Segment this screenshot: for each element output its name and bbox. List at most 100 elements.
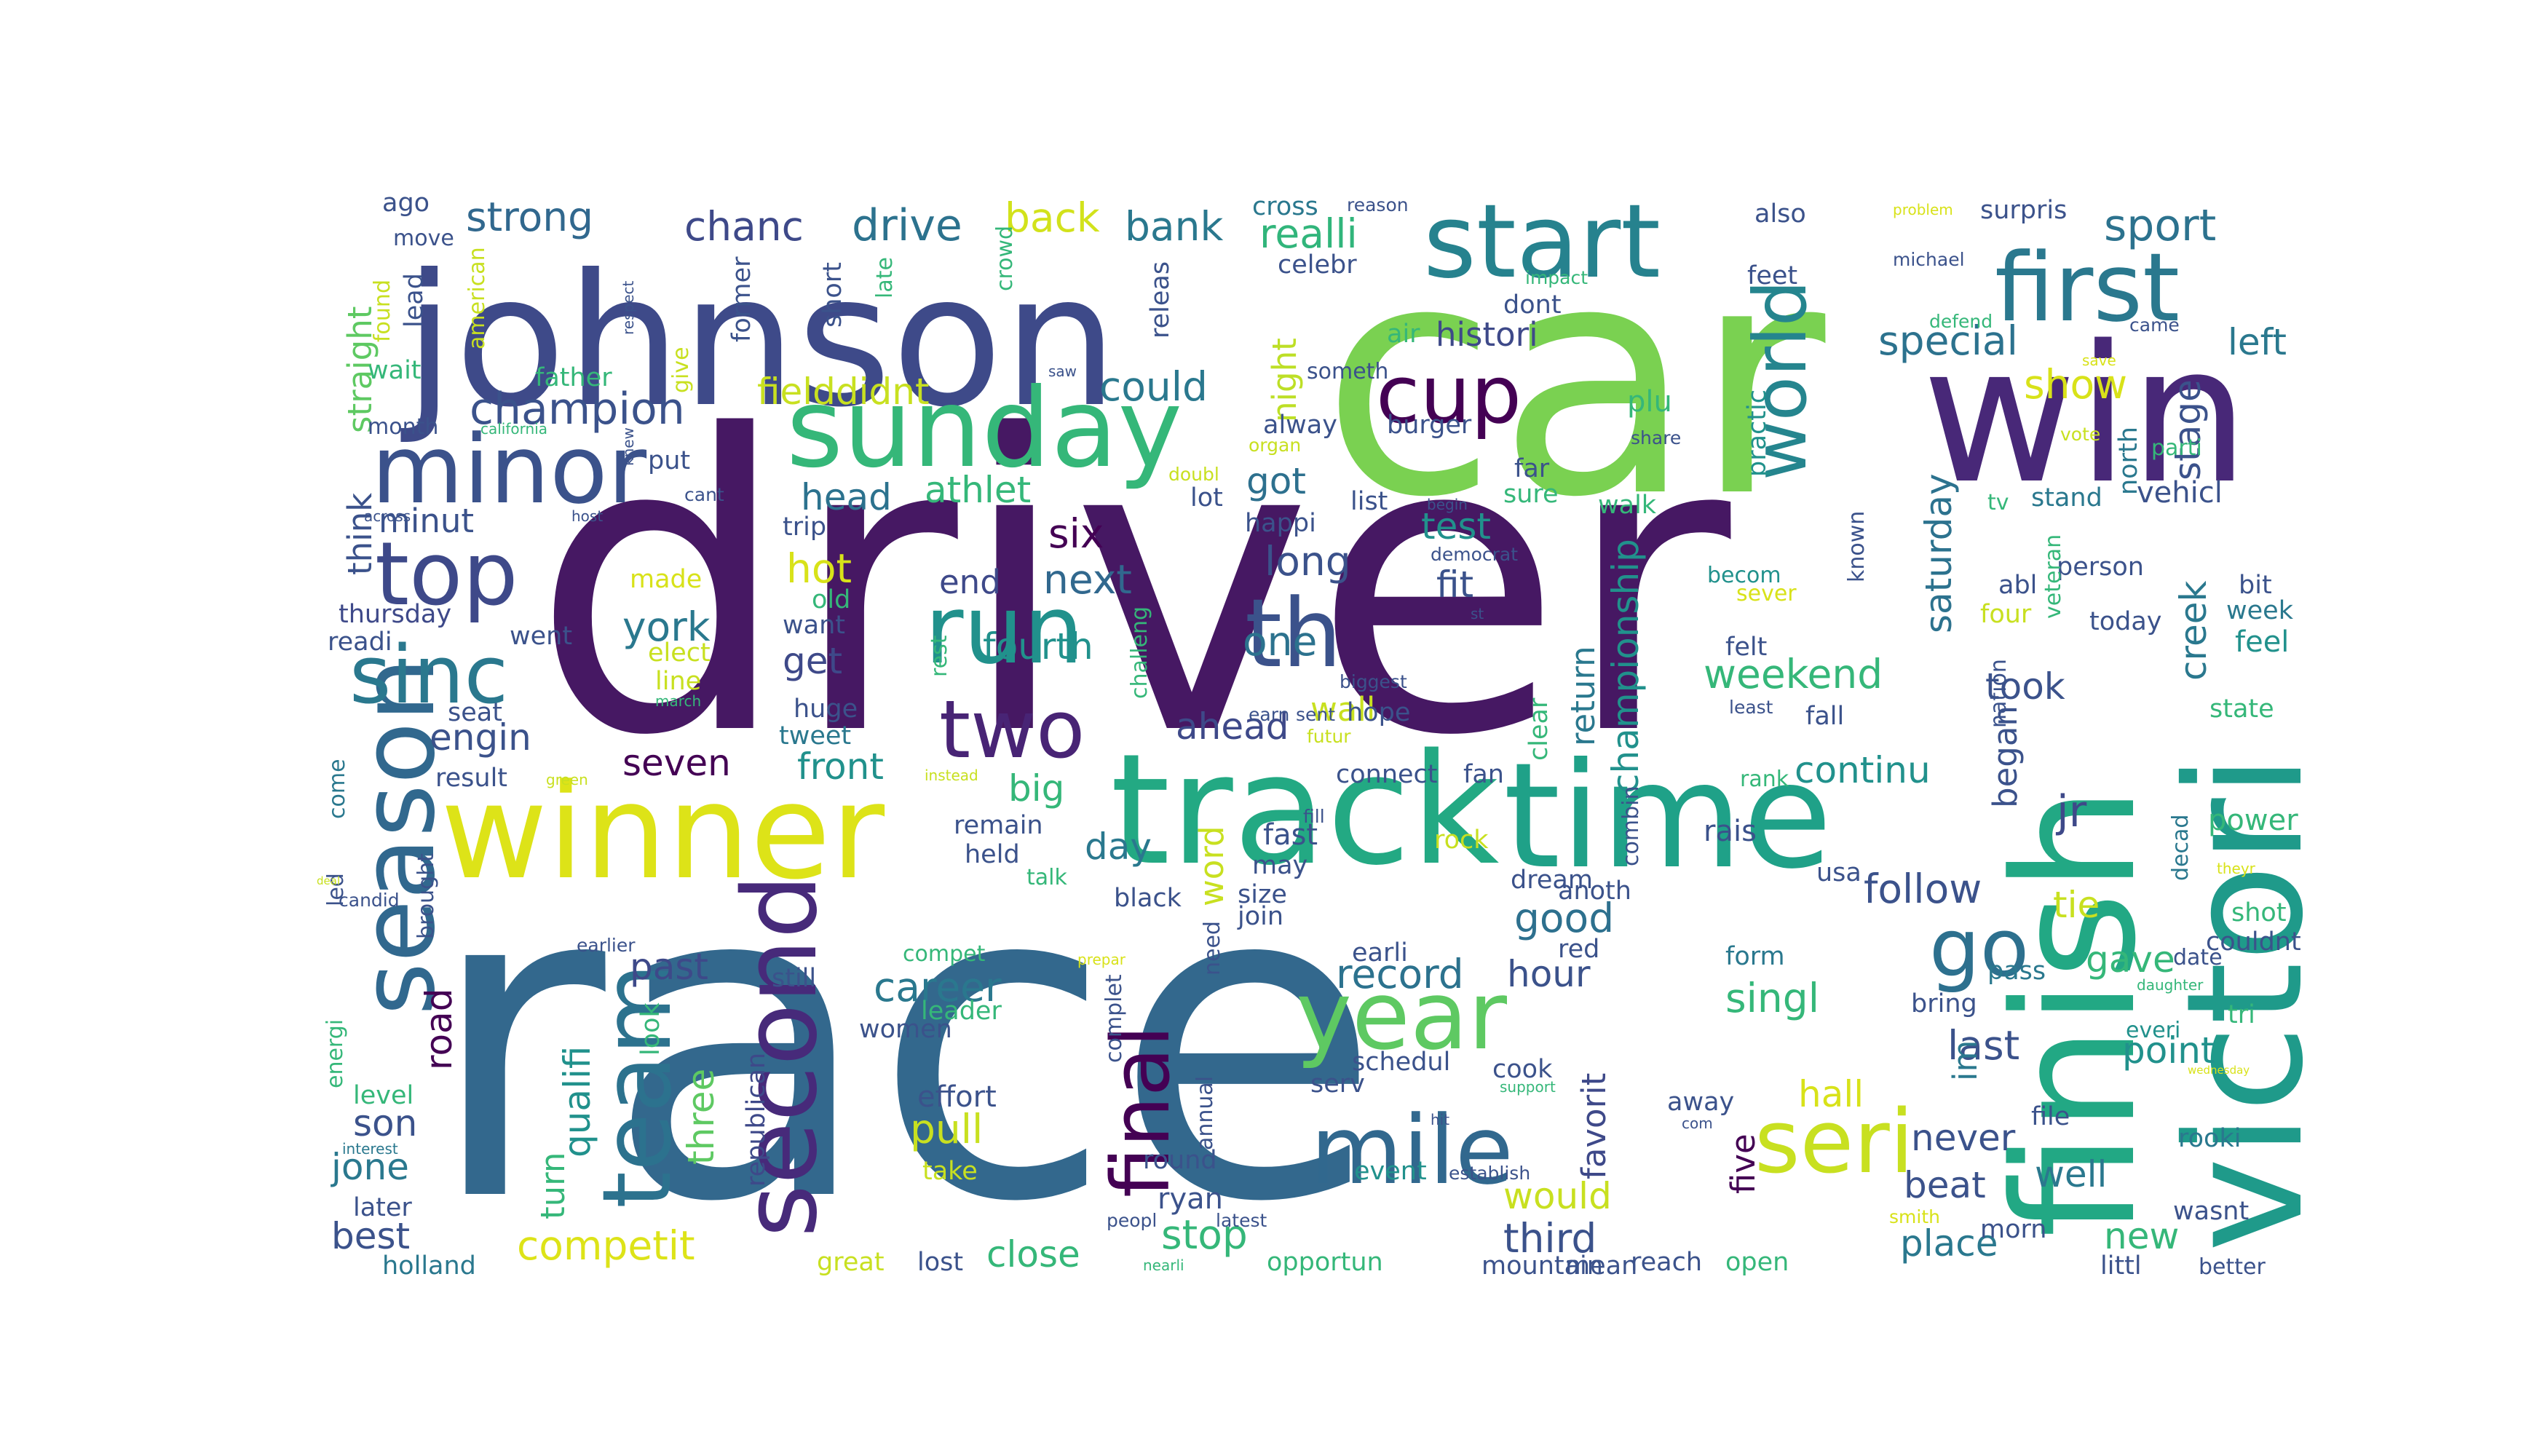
word-competit: competit	[517, 1222, 695, 1269]
word-holland: holland	[382, 1251, 476, 1281]
word-shot: shot	[2231, 898, 2287, 927]
word-red: red	[1558, 935, 1599, 964]
word-saturday: saturday	[1918, 473, 1960, 633]
word-singl: singl	[1725, 975, 1819, 1021]
word-last: last	[1947, 1022, 2019, 1069]
word-race: race	[426, 788, 1382, 1297]
word-began: began	[1986, 705, 2025, 808]
word-top: top	[375, 524, 518, 625]
word-best: best	[331, 1215, 410, 1257]
word-tie: tie	[2053, 884, 2100, 926]
word-place: place	[1900, 1222, 1998, 1265]
word-across: across	[364, 507, 411, 525]
word-com: com	[1682, 1115, 1713, 1132]
word-car: car	[1321, 194, 1829, 567]
word-seat: seat	[448, 698, 502, 727]
word-nearli: nearli	[1143, 1257, 1184, 1274]
word-follow: follow	[1864, 866, 1982, 912]
word-candid: candid	[339, 890, 400, 911]
word-fielddidnt: fielddidnt	[757, 371, 930, 413]
word-strong: strong	[466, 194, 593, 240]
word-republican: republican	[742, 1053, 771, 1187]
word-sport: sport	[2104, 200, 2216, 251]
word-wednesday: wednesday	[2188, 1064, 2250, 1077]
word-known: known	[1844, 511, 1870, 582]
word-may: may	[1252, 851, 1307, 880]
word-happi: happi	[1245, 509, 1316, 538]
word-plu: plu	[1627, 385, 1672, 419]
word-later: later	[353, 1193, 412, 1222]
word-reason: reason	[1347, 194, 1409, 215]
word-straight: straight	[341, 306, 379, 433]
word-deal: deal	[317, 874, 340, 887]
word-share: share	[1631, 427, 1681, 448]
word-want: want	[783, 611, 845, 640]
word-held: held	[965, 840, 1020, 869]
word-seven: seven	[622, 742, 731, 784]
word-alway: alway	[1263, 411, 1337, 440]
word-democrat: democrat	[1431, 544, 1518, 565]
word-would: would	[1503, 1175, 1612, 1217]
word-run: run	[925, 574, 1083, 685]
word-long: long	[1265, 538, 1351, 585]
word-thursday: thursday	[339, 600, 451, 629]
word-short: short	[818, 262, 847, 328]
word-elect: elect	[648, 638, 711, 668]
word-lead: lead	[400, 273, 429, 328]
word-bring: bring	[1911, 989, 1977, 1018]
word-tweet: tweet	[779, 721, 851, 751]
word-cup: cup	[1376, 348, 1522, 441]
word-four: four	[1980, 600, 2032, 629]
word-track: track	[1110, 721, 1499, 899]
word-american: american	[464, 247, 490, 349]
word-front: front	[797, 745, 884, 788]
word-next: next	[1043, 556, 1132, 603]
word-jr: jr	[2055, 786, 2087, 837]
word-line: line	[655, 667, 701, 696]
word-effort: effort	[917, 1080, 997, 1114]
word-pass: pass	[1987, 957, 2046, 986]
word-driver: driver	[531, 350, 1735, 825]
word-chanc: chanc	[684, 203, 804, 250]
word-everi: everi	[2126, 1018, 2180, 1043]
word-tri: tri	[2228, 1000, 2255, 1029]
word-creek: creek	[2172, 581, 2215, 681]
word-two: two	[939, 683, 1085, 776]
word-championship: championship	[1605, 539, 1647, 794]
word-felt: felt	[1725, 633, 1767, 662]
word-fourth: fourth	[983, 625, 1093, 668]
word-combin: combin	[1618, 786, 1644, 866]
word-fast: fast	[1263, 818, 1318, 852]
word-opportun: opportun	[1267, 1248, 1383, 1277]
word-knew: knew	[620, 427, 637, 466]
word-state: state	[2209, 695, 2274, 724]
word-get: get	[783, 640, 842, 682]
word-season: season	[339, 657, 458, 1016]
word-lot: lot	[1190, 483, 1223, 513]
word-decad: decad	[2168, 815, 2193, 881]
word-go: go	[1929, 901, 2029, 994]
word-vehicl: vehicl	[2137, 476, 2223, 510]
word-fit: fit	[1436, 563, 1473, 606]
word-look: look	[636, 1002, 665, 1056]
word-hope: hope	[1347, 698, 1410, 727]
word-time: time	[1503, 732, 1832, 901]
word-power: power	[2208, 804, 2298, 837]
word-road: road	[418, 989, 460, 1070]
word-old: old	[812, 585, 850, 614]
word-third: third	[1503, 1215, 1597, 1262]
word-women: women	[859, 1015, 952, 1044]
word-parti: parti	[2151, 435, 2202, 461]
word-ago: ago	[382, 189, 430, 218]
word-littl: littl	[2100, 1251, 2142, 1281]
word-second: second	[721, 874, 840, 1238]
word-file: file	[2031, 1102, 2070, 1131]
word-save: save	[2082, 352, 2116, 369]
word-morn: morn	[1980, 1215, 2046, 1244]
word-mean: mean	[1565, 1251, 1637, 1281]
word-least: least	[1729, 697, 1773, 718]
word-stage: stage	[2167, 379, 2209, 480]
word-person: person	[2057, 553, 2144, 582]
word-prepar: prepar	[1077, 951, 1126, 968]
